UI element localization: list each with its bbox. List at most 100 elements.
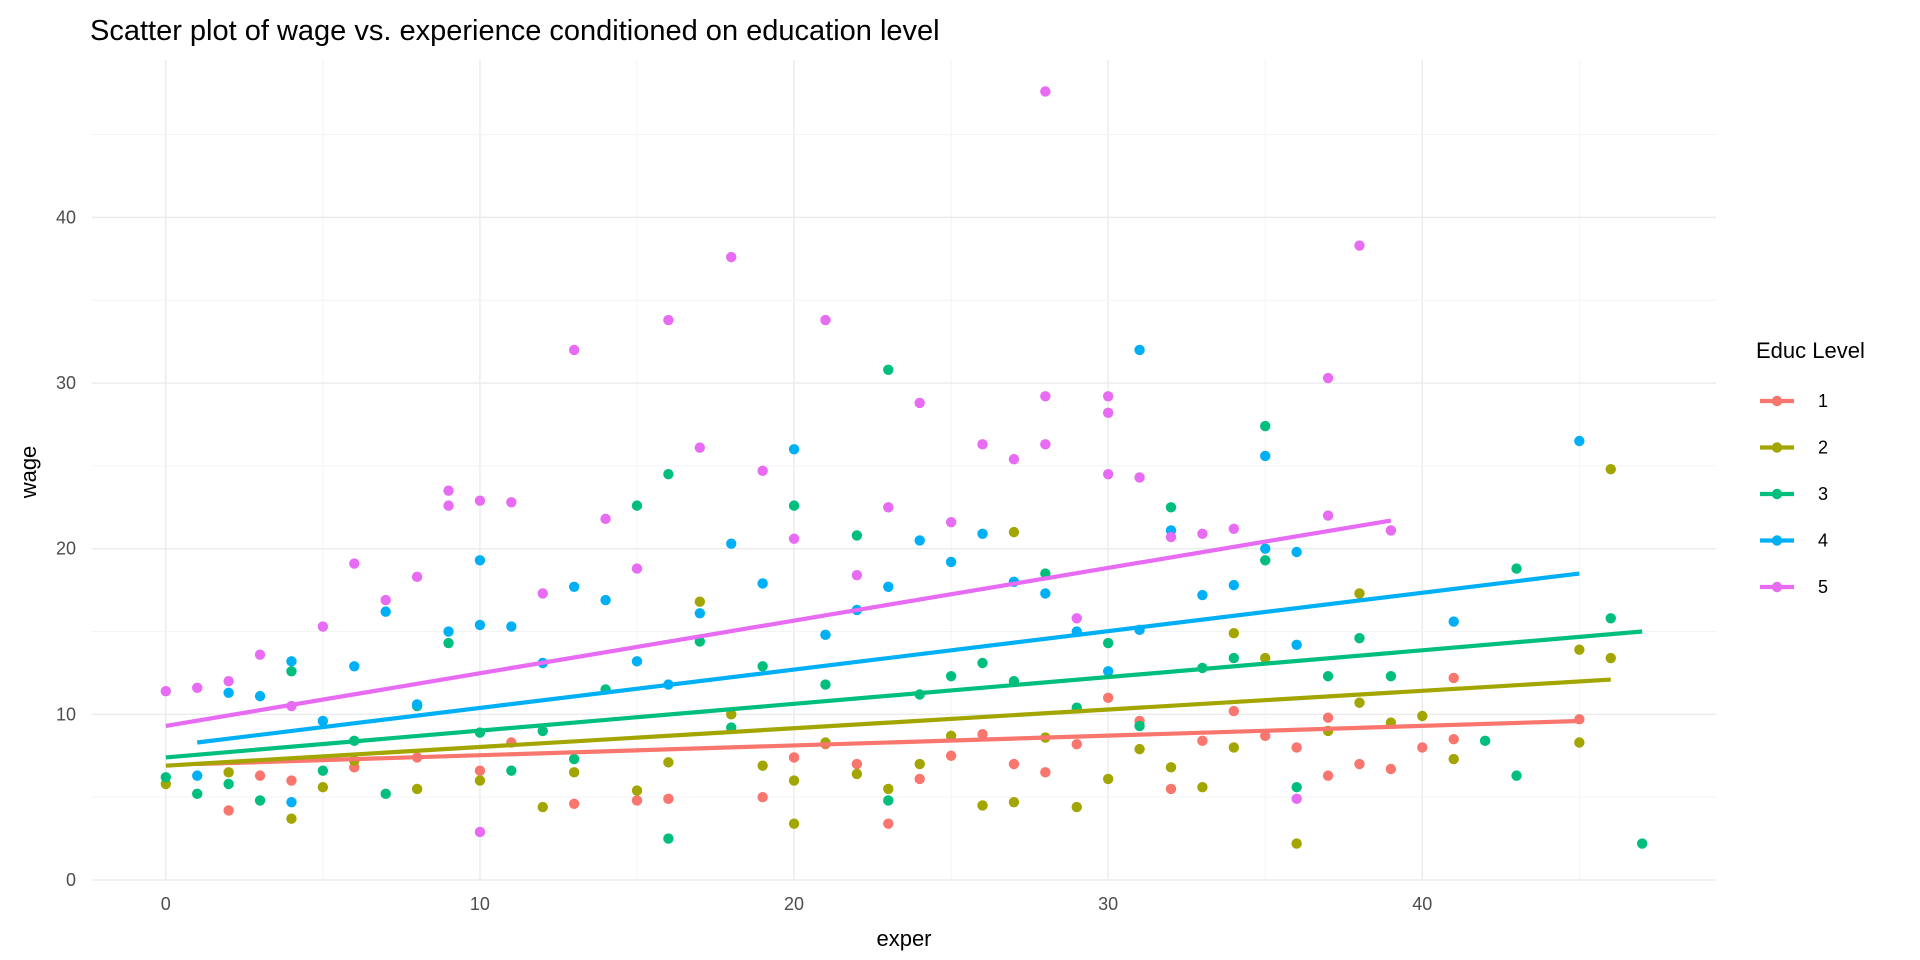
data-point-level-2 — [883, 783, 894, 795]
data-point-level-4 — [317, 715, 329, 727]
data-point-level-3 — [1260, 555, 1271, 566]
data-point-level-1 — [1197, 735, 1208, 747]
data-point-level-1 — [914, 773, 925, 785]
legend-label: 1 — [1818, 391, 1828, 411]
y-tick-label: 0 — [66, 870, 76, 890]
data-point-level-5 — [568, 344, 580, 356]
data-point-level-4 — [1102, 666, 1114, 677]
data-point-level-4 — [1260, 450, 1271, 462]
data-point-level-1 — [1071, 738, 1082, 750]
data-point-level-2 — [788, 818, 800, 829]
data-point-level-5 — [506, 497, 517, 508]
data-point-level-3 — [1322, 671, 1334, 682]
data-point-level-2 — [537, 801, 548, 813]
data-point-level-4 — [1134, 344, 1145, 356]
data-point-level-5 — [1354, 240, 1365, 251]
data-point-level-3 — [663, 833, 674, 844]
fit-line-level-5 — [165, 518, 1392, 729]
data-point-level-2 — [411, 783, 423, 795]
data-point-level-3 — [568, 753, 580, 765]
data-point-level-3 — [757, 661, 768, 672]
legend-items: 1 2 3 4 5 — [1760, 391, 1828, 597]
data-point-level-4 — [883, 581, 894, 592]
data-point-level-5 — [757, 465, 768, 477]
data-point-level-2 — [286, 813, 297, 824]
data-point-level-4 — [1574, 435, 1585, 447]
data-point-level-5 — [694, 442, 706, 453]
data-point-level-2 — [568, 767, 580, 778]
data-point-level-3 — [537, 725, 548, 737]
data-point-level-1 — [977, 729, 988, 740]
data-point-level-5 — [631, 563, 643, 574]
data-point-level-4 — [1260, 543, 1271, 554]
data-point-level-1 — [1291, 742, 1302, 753]
legend-key-point — [1771, 395, 1783, 407]
data-point-level-3 — [663, 468, 674, 480]
data-point-level-5 — [1322, 510, 1334, 521]
data-point-level-4 — [1291, 639, 1302, 650]
data-point-level-3 — [945, 671, 957, 682]
data-point-level-5 — [160, 685, 172, 697]
data-point-level-5 — [1071, 613, 1082, 624]
data-point-level-2 — [788, 775, 800, 786]
data-point-level-4 — [568, 581, 580, 592]
fit-line-level-1 — [197, 718, 1580, 767]
data-point-level-2 — [1008, 796, 1020, 808]
data-point-level-2 — [1071, 801, 1082, 813]
legend-key-point — [1771, 535, 1783, 546]
data-point-level-3 — [254, 795, 266, 806]
data-point-level-4 — [1448, 616, 1459, 627]
data-point-level-1 — [851, 758, 863, 770]
data-point-level-5 — [1040, 439, 1051, 450]
data-point-level-3 — [1228, 652, 1240, 664]
y-tick-label: 30 — [56, 373, 76, 393]
data-point-level-1 — [945, 750, 957, 761]
data-point-level-1 — [1008, 758, 1020, 770]
data-point-level-4 — [694, 608, 706, 619]
data-point-level-5 — [474, 826, 486, 838]
data-point-level-5 — [380, 594, 391, 606]
data-point-level-5 — [1134, 472, 1145, 483]
data-point-level-4 — [1228, 579, 1240, 591]
data-point-level-5 — [1165, 531, 1177, 543]
data-point-level-3 — [1636, 838, 1648, 849]
legend-label: 3 — [1818, 484, 1828, 504]
data-point-level-2 — [1574, 737, 1585, 748]
data-point-level-3 — [1102, 637, 1114, 649]
data-point-level-5 — [223, 676, 234, 687]
x-tick-label: 10 — [470, 894, 490, 914]
data-point-level-2 — [1228, 742, 1240, 753]
x-tick-label: 0 — [161, 894, 171, 914]
y-tick-label: 40 — [56, 207, 76, 227]
y-axis-title: wage — [16, 446, 41, 500]
data-point-level-3 — [1479, 735, 1491, 747]
legend-title: Educ Level — [1756, 338, 1865, 363]
data-point-level-5 — [1040, 86, 1051, 97]
data-point-level-4 — [1040, 588, 1051, 599]
data-point-level-4 — [945, 556, 957, 568]
fit-line-level-3 — [165, 629, 1643, 760]
legend-item-2: 2 — [1760, 438, 1828, 458]
data-point-level-3 — [631, 500, 643, 511]
data-point-level-4 — [380, 606, 391, 617]
y-tick-labels: 0 10 20 30 40 — [56, 207, 76, 890]
data-point-level-1 — [1260, 730, 1271, 742]
data-point-level-3 — [317, 765, 329, 776]
data-point-level-3 — [1165, 502, 1177, 513]
legend-label: 5 — [1818, 577, 1828, 597]
data-point-level-4 — [349, 661, 360, 672]
data-point-level-4 — [223, 687, 234, 699]
legend-key-point — [1771, 581, 1783, 593]
data-point-level-4 — [506, 621, 517, 632]
data-point-level-1 — [1448, 733, 1459, 745]
data-point-level-1 — [286, 775, 297, 786]
data-point-level-5 — [1322, 372, 1334, 384]
data-point-level-3 — [1291, 782, 1302, 793]
data-point-level-5 — [192, 682, 203, 694]
data-point-level-5 — [788, 533, 800, 544]
data-point-level-3 — [1134, 720, 1145, 732]
data-point-level-5 — [945, 516, 957, 528]
data-point-level-5 — [977, 439, 988, 450]
data-point-level-3 — [977, 657, 988, 669]
data-point-level-4 — [726, 538, 737, 549]
